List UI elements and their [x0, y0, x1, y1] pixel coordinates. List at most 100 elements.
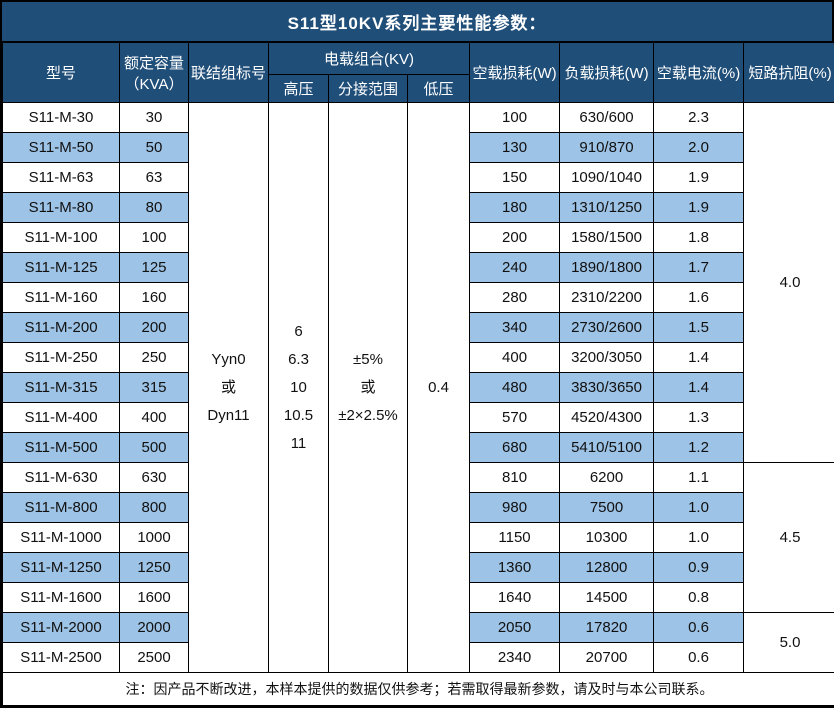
cell-no-load-loss: 680 — [470, 433, 560, 463]
cell-model: S11-M-2500 — [3, 643, 120, 673]
col-header-capacity-line2: （KVA） — [120, 73, 188, 94]
cell-no-load-loss: 1360 — [470, 553, 560, 583]
cell-no-load-loss: 2340 — [470, 643, 560, 673]
cell-no-load-current: 2.3 — [654, 103, 744, 133]
cell-no-load-loss: 810 — [470, 463, 560, 493]
cell-load-loss: 10300 — [560, 523, 654, 553]
col-header-no-load-loss: 空载损耗(W) — [470, 43, 560, 103]
cell-no-load-current: 1.4 — [654, 343, 744, 373]
cell-no-load-loss: 480 — [470, 373, 560, 403]
cell-tap-range-line: ±2×2.5% — [329, 402, 407, 430]
cell-no-load-current: 0.6 — [654, 613, 744, 643]
col-header-connection: 联结组标号 — [189, 43, 269, 103]
cell-capacity: 100 — [120, 223, 189, 253]
cell-capacity: 2000 — [120, 613, 189, 643]
cell-capacity: 50 — [120, 133, 189, 163]
cell-no-load-loss: 100 — [470, 103, 560, 133]
cell-capacity: 315 — [120, 373, 189, 403]
cell-model: S11-M-630 — [3, 463, 120, 493]
cell-capacity: 1600 — [120, 583, 189, 613]
cell-capacity: 200 — [120, 313, 189, 343]
cell-load-loss: 14500 — [560, 583, 654, 613]
cell-no-load-loss: 1150 — [470, 523, 560, 553]
cell-capacity: 160 — [120, 283, 189, 313]
cell-high-voltage-line: 11 — [269, 430, 328, 458]
cell-no-load-loss: 200 — [470, 223, 560, 253]
cell-no-load-loss: 240 — [470, 253, 560, 283]
cell-no-load-current: 1.9 — [654, 193, 744, 223]
cell-no-load-loss: 130 — [470, 133, 560, 163]
cell-no-load-loss: 400 — [470, 343, 560, 373]
cell-no-load-loss: 340 — [470, 313, 560, 343]
header-row-1: 型号 额定容量 （KVA） 联结组标号 电载组合(KV) 空载损耗(W) 负载损… — [3, 43, 834, 75]
cell-no-load-loss: 2050 — [470, 613, 560, 643]
table-footer: 注：因产品不断改进，本样本提供的数据仅供参考；若需取得最新参数，请及时与本公司联… — [3, 673, 834, 706]
cell-tap-range-line: 或 — [329, 374, 407, 402]
col-header-no-load-current: 空载电流(%) — [654, 43, 744, 103]
col-header-voltage-group: 电载组合(KV) — [269, 43, 470, 75]
cell-no-load-current: 1.8 — [654, 223, 744, 253]
parameters-table: 型号 额定容量 （KVA） 联结组标号 电载组合(KV) 空载损耗(W) 负载损… — [2, 42, 834, 706]
cell-no-load-current: 0.9 — [654, 553, 744, 583]
cell-no-load-current: 1.1 — [654, 463, 744, 493]
cell-high-voltage-line: 10.5 — [269, 402, 328, 430]
cell-model: S11-M-63 — [3, 163, 120, 193]
cell-model: S11-M-125 — [3, 253, 120, 283]
cell-connection-line: Yyn0 — [189, 346, 268, 374]
table-header: 型号 额定容量 （KVA） 联结组标号 电载组合(KV) 空载损耗(W) 负载损… — [3, 43, 834, 103]
cell-load-loss: 910/870 — [560, 133, 654, 163]
cell-no-load-loss: 1640 — [470, 583, 560, 613]
cell-model: S11-M-160 — [3, 283, 120, 313]
cell-capacity: 800 — [120, 493, 189, 523]
cell-load-loss: 7500 — [560, 493, 654, 523]
cell-no-load-loss: 150 — [470, 163, 560, 193]
col-header-high-voltage: 高压 — [269, 75, 329, 103]
col-header-impedance: 短路抗阻(%) — [744, 43, 834, 103]
cell-no-load-current: 1.0 — [654, 493, 744, 523]
cell-capacity: 400 — [120, 403, 189, 433]
cell-capacity: 500 — [120, 433, 189, 463]
cell-no-load-current: 2.0 — [654, 133, 744, 163]
cell-capacity: 1000 — [120, 523, 189, 553]
cell-model: S11-M-400 — [3, 403, 120, 433]
cell-load-loss: 1090/1040 — [560, 163, 654, 193]
cell-no-load-loss: 180 — [470, 193, 560, 223]
cell-no-load-loss: 280 — [470, 283, 560, 313]
col-header-load-loss: 负载损耗(W) — [560, 43, 654, 103]
col-header-model: 型号 — [3, 43, 120, 103]
col-header-low-voltage: 低压 — [408, 75, 470, 103]
cell-load-loss: 5410/5100 — [560, 433, 654, 463]
cell-model: S11-M-50 — [3, 133, 120, 163]
cell-load-loss: 12800 — [560, 553, 654, 583]
cell-model: S11-M-500 — [3, 433, 120, 463]
cell-high-voltage-line: 6 — [269, 318, 328, 346]
cell-model: S11-M-200 — [3, 313, 120, 343]
cell-load-loss: 2310/2200 — [560, 283, 654, 313]
col-header-capacity: 额定容量 （KVA） — [120, 43, 189, 103]
footnote-row: 注：因产品不断改进，本样本提供的数据仅供参考；若需取得最新参数，请及时与本公司联… — [3, 673, 834, 706]
cell-low-voltage: 0.4 — [408, 103, 470, 673]
cell-load-loss: 17820 — [560, 613, 654, 643]
cell-high-voltage-line: 6.3 — [269, 346, 328, 374]
footnote: 注：因产品不断改进，本样本提供的数据仅供参考；若需取得最新参数，请及时与本公司联… — [3, 673, 834, 706]
cell-impedance: 4.0 — [744, 103, 834, 463]
cell-high-voltage-line: 10 — [269, 374, 328, 402]
cell-load-loss: 3200/3050 — [560, 343, 654, 373]
cell-model: S11-M-800 — [3, 493, 120, 523]
cell-model: S11-M-1600 — [3, 583, 120, 613]
cell-no-load-current: 0.6 — [654, 643, 744, 673]
cell-load-loss: 1310/1250 — [560, 193, 654, 223]
cell-impedance: 4.5 — [744, 463, 834, 613]
cell-model: S11-M-30 — [3, 103, 120, 133]
cell-no-load-current: 1.3 — [654, 403, 744, 433]
cell-load-loss: 4520/4300 — [560, 403, 654, 433]
cell-model: S11-M-80 — [3, 193, 120, 223]
cell-model: S11-M-250 — [3, 343, 120, 373]
cell-no-load-current: 1.9 — [654, 163, 744, 193]
cell-load-loss: 1890/1800 — [560, 253, 654, 283]
